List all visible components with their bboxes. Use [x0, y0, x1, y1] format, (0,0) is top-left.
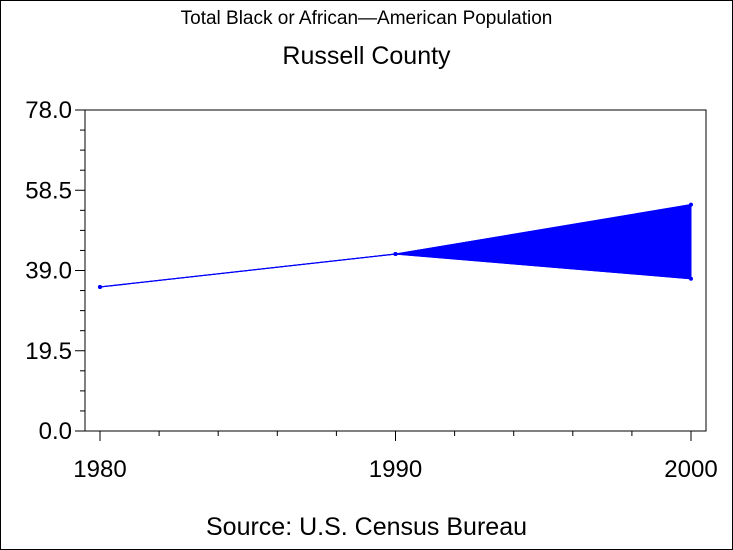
chart-subtitle: Russell County	[282, 42, 451, 70]
chart-title: Total Black or African—American Populati…	[180, 8, 553, 29]
y-tick-label: 58.5	[25, 177, 72, 204]
y-tick-label: 78.0	[25, 97, 72, 124]
y-tick-label: 39.0	[25, 258, 72, 285]
y-tick-label: 19.5	[25, 338, 72, 365]
x-tick-label: 2000	[664, 456, 717, 483]
series-lower-point	[689, 276, 693, 281]
source-footnote: Source: U.S. Census Bureau	[206, 513, 527, 541]
series-point	[689, 202, 693, 207]
y-tick-label: 0.0	[39, 418, 72, 445]
series-lower-point	[393, 252, 398, 257]
x-tick-label: 1980	[73, 456, 126, 483]
y-axis: 0.0 19.5 39.0 58.5 78.0	[25, 97, 85, 445]
x-axis: 1980 1990 2000	[73, 431, 718, 483]
x-tick-label: 1990	[369, 456, 422, 483]
series-layer	[98, 202, 693, 289]
series-lower-point	[98, 284, 102, 289]
series-band	[99, 204, 692, 288]
